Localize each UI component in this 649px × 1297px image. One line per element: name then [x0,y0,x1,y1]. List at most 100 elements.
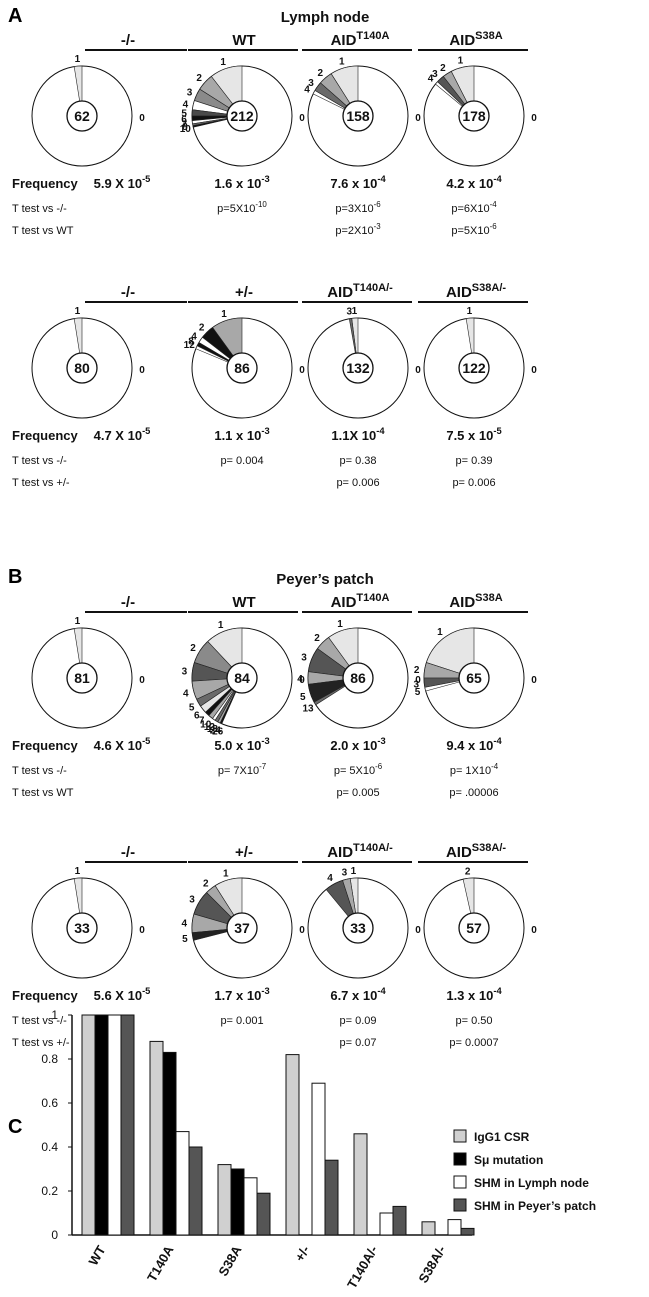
pie-slice-label: 3 [342,868,348,879]
group-title-text: AID [446,284,472,301]
pie-slice-label: 1 [339,56,345,67]
pie-center-circle [342,662,374,694]
pie-slice-label: 1 [75,54,81,65]
bar-shm-in-lymph-node [107,1014,122,1236]
frequency-value: 2.0 x 10-3 [330,736,385,753]
pie-center-circle [458,662,490,694]
pie-slice-label: 4 [304,84,310,95]
frequency-value-exponent: -4 [493,986,502,996]
ttest-1-value-base: p=3X10 [335,203,373,215]
bar-shm-in-lymph-node [447,1219,462,1236]
ttest-1-value: p= 0.38 [339,455,376,467]
pie-center-count: 86 [350,670,366,686]
ttest-1-value: p=6X10-4 [451,200,497,215]
group-title-text: AID [327,284,353,301]
ttest-2-value-exponent: -6 [490,222,498,231]
group-title-text: +/- [235,844,253,861]
x-tick-label: WT [85,1243,108,1268]
x-tick-label: T140A/- [344,1243,380,1291]
row-label-ttest-2: T test vs WT [12,225,74,237]
pie-center-circle [226,912,258,944]
pie-slice-label: 3 [347,307,353,318]
section-title: Peyer’s patch [276,571,374,588]
pie-slice [426,627,475,679]
pie-zero-label: 0 [139,925,145,936]
frequency-value-exponent: -3 [261,426,269,436]
pie-slice-label: 13 [207,724,219,735]
group-title: -/- [121,32,135,49]
pie-slice-label: 12 [184,340,196,351]
x-tick-label: S38A/- [415,1243,448,1286]
pie-center-circle [226,352,258,384]
frequency-value-base: 5.9 X 10 [94,176,142,191]
frequency-value: 4.7 X 10-5 [94,426,151,443]
bar-shm-in-peyer-s-patch [324,1159,339,1236]
group-title-text: -/- [121,32,135,49]
legend-swatch [453,1129,467,1143]
frequency-value: 5.0 x 10-3 [214,736,269,753]
frequency-value: 1.3 x 10-4 [446,986,502,1003]
row-label-ttest-1: T test vs -/- [12,455,67,467]
pie-slice-label: 5 [182,934,188,945]
bar-shm-in-lymph-node [379,1212,394,1236]
bar-igg1-csr [81,1014,96,1236]
group-title-superscript: S38A/- [472,842,507,854]
pie-zero-label: 0 [415,113,421,124]
pie-center-count: 33 [350,920,366,936]
pie-center-circle [342,912,374,944]
pie-zero-label: 0 [139,365,145,376]
pie-center-count: 57 [466,920,482,936]
legend-label: Sμ mutation [474,1153,543,1167]
group-title: -/- [121,284,135,301]
pie-slice-label: 4 [191,331,197,342]
frequency-value-base: 1.6 x 10 [214,176,261,191]
pie-center-count: 65 [466,670,482,686]
y-tick-label: 0.2 [41,1184,58,1198]
pie-slice-label: 13 [303,704,315,715]
ttest-1-value: p= 0.50 [455,1015,492,1027]
pie-center-count: 62 [74,108,90,124]
pie-slice-label: 3 [301,653,307,664]
group-title: AIDS38A [449,592,502,611]
pie-slice-label: 5 [181,108,187,119]
pie-slice-label: 6 [194,710,200,721]
pie-center-circle [66,352,98,384]
frequency-value-exponent: -4 [377,174,386,184]
ttest-2-value: p= 0.006 [452,477,495,489]
frequency-value-base: 5.6 X 10 [94,988,142,1003]
group-title-superscript: T140A [356,592,389,604]
x-tick-label: +/- [292,1243,313,1264]
frequency-value-exponent: -3 [377,736,385,746]
frequency-value-base: 9.4 x 10 [446,738,493,753]
pie-center-count: 132 [346,360,370,376]
ttest-1-value: p= 7X10-7 [218,762,266,777]
group-title: +/- [235,284,253,301]
ttest-2-value: p= .00006 [449,787,498,799]
group-title-superscript: S38A [475,592,503,604]
pie-slice-label: 4 [428,74,434,85]
pie-slice-label: 3 [413,679,419,690]
pie-slice-label: 10 [180,124,192,135]
frequency-value-base: 7.6 x 10 [330,176,377,191]
bar-shm-in-lymph-node [175,1131,190,1236]
row-label-ttest-2: T test vs WT [12,787,74,799]
frequency-value: 7.6 x 10-4 [330,174,386,191]
frequency-value-exponent: -4 [377,986,386,996]
group-title-text: AID [449,32,475,49]
ttest-1-value: p= 1X10-4 [450,762,499,777]
section-title: Lymph node [281,9,370,26]
pie-slice-label: 3 [432,69,438,80]
frequency-value-base: 7.5 x 10 [446,428,493,443]
pie-center-circle [458,912,490,944]
pie-panels: Lymph node-/-162 05.9 X 10-5WT12345678102… [12,9,537,1049]
group-title-superscript: T140A/- [353,282,393,294]
group-title-text: -/- [121,594,135,611]
pie-zero-label: 0 [415,925,421,936]
frequency-value: 1.1 x 10-3 [214,426,269,443]
pie-slice-label: 2 [314,633,320,644]
frequency-value-base: 4.7 X 10 [94,428,142,443]
pie-zero-label: 0 [531,925,537,936]
pie-slice-label: 4 [297,674,303,685]
ttest-2-value: p= 0.07 [339,1037,376,1049]
bar-shm-in-peyer-s-patch [256,1192,271,1236]
